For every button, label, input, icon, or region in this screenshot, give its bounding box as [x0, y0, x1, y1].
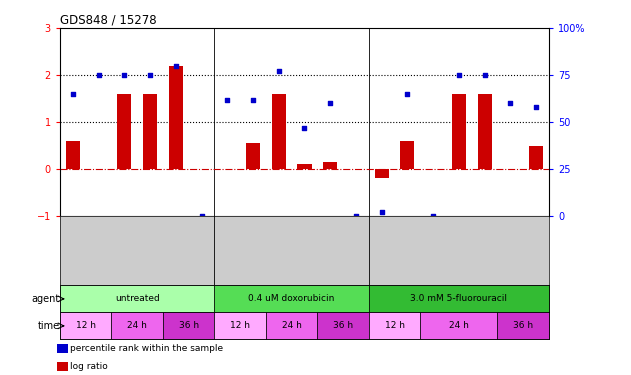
- Bar: [163, 312, 215, 339]
- Point: [505, 100, 516, 106]
- Text: untreated: untreated: [115, 294, 160, 303]
- Bar: [323, 162, 338, 169]
- Bar: [266, 312, 317, 339]
- Text: 24 h: 24 h: [127, 321, 147, 330]
- Text: agent: agent: [32, 294, 60, 304]
- Text: 36 h: 36 h: [179, 321, 199, 330]
- Text: 12 h: 12 h: [76, 321, 96, 330]
- Bar: [143, 94, 157, 169]
- Point: [68, 91, 78, 97]
- Point: [351, 213, 361, 219]
- Point: [119, 72, 129, 78]
- Bar: [215, 312, 266, 339]
- Bar: [369, 285, 549, 312]
- Text: 0.4 uM doxorubicin: 0.4 uM doxorubicin: [249, 294, 335, 303]
- Point: [145, 72, 155, 78]
- Point: [377, 209, 387, 215]
- Point: [274, 68, 284, 74]
- Text: log ratio: log ratio: [70, 362, 108, 371]
- Bar: [529, 146, 543, 169]
- Text: 3.0 mM 5-fluorouracil: 3.0 mM 5-fluorouracil: [410, 294, 507, 303]
- Point: [428, 213, 438, 219]
- Point: [325, 100, 335, 106]
- Bar: [168, 66, 183, 169]
- Text: 24 h: 24 h: [281, 321, 302, 330]
- Bar: [297, 164, 312, 169]
- Bar: [112, 312, 163, 339]
- Bar: [478, 94, 492, 169]
- Bar: [66, 141, 80, 169]
- Bar: [60, 285, 215, 312]
- Bar: [317, 312, 369, 339]
- Point: [93, 72, 103, 78]
- Point: [403, 91, 413, 97]
- Point: [480, 72, 490, 78]
- Bar: [60, 312, 112, 339]
- Point: [531, 104, 541, 110]
- Point: [222, 96, 232, 102]
- Point: [299, 125, 309, 131]
- Bar: [375, 169, 389, 178]
- Bar: [369, 312, 420, 339]
- Text: 12 h: 12 h: [384, 321, 404, 330]
- Text: time: time: [38, 321, 60, 331]
- Text: GDS848 / 15278: GDS848 / 15278: [60, 14, 156, 27]
- Text: 36 h: 36 h: [333, 321, 353, 330]
- Bar: [246, 143, 260, 169]
- Bar: [400, 141, 415, 169]
- Bar: [215, 285, 369, 312]
- Bar: [117, 94, 131, 169]
- Bar: [497, 312, 549, 339]
- Point: [171, 63, 181, 69]
- Text: 24 h: 24 h: [449, 321, 469, 330]
- Text: percentile rank within the sample: percentile rank within the sample: [70, 344, 223, 353]
- Bar: [452, 94, 466, 169]
- Bar: [271, 94, 286, 169]
- Bar: [420, 312, 497, 339]
- Text: 12 h: 12 h: [230, 321, 250, 330]
- Point: [248, 96, 258, 102]
- Text: 36 h: 36 h: [513, 321, 533, 330]
- Point: [196, 213, 206, 219]
- Point: [454, 72, 464, 78]
